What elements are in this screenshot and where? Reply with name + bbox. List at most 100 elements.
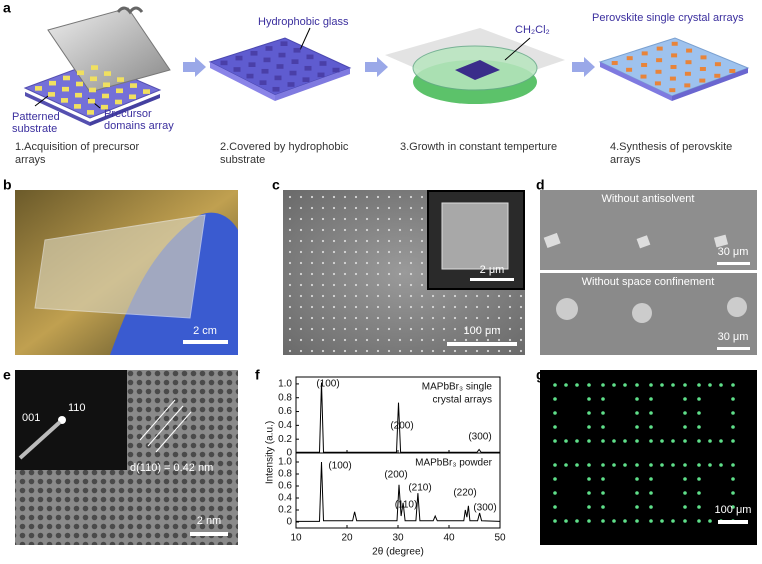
- crystal-dot: [486, 349, 490, 353]
- crystal-dot: [519, 349, 523, 353]
- fluorescent-dot: [601, 491, 605, 495]
- fluorescent-dot: [587, 425, 591, 429]
- crystal-dot: [486, 294, 490, 298]
- fluorescent-dot: [635, 425, 639, 429]
- crystal-dot: [475, 349, 479, 353]
- fluorescent-dot: [649, 425, 653, 429]
- crystal-dot: [288, 327, 292, 331]
- crystal: [556, 298, 578, 320]
- pointer: [34, 95, 49, 107]
- fluorescent-dot: [683, 491, 687, 495]
- fluorescent-dot: [649, 505, 653, 509]
- crystal-dot: [486, 327, 490, 331]
- crystal-dot: [376, 228, 380, 232]
- domain: [684, 71, 691, 76]
- y-tick-label: 0.4: [278, 493, 292, 504]
- panel-e: 001 110 d(110) = 0.42 nm 2 nm: [15, 370, 238, 545]
- domain: [117, 77, 124, 82]
- crystal-dot: [420, 228, 424, 232]
- crystal-dot: [343, 206, 347, 210]
- crystal-dot: [376, 239, 380, 243]
- crystal-dot: [376, 206, 380, 210]
- fluorescent-dot: [660, 519, 664, 523]
- fluorescent-dot: [660, 439, 664, 443]
- crystal-dot: [321, 217, 325, 221]
- fluorescent-dot: [697, 383, 701, 387]
- fluorescent-dot: [635, 439, 639, 443]
- crystal-dot: [486, 316, 490, 320]
- domain: [102, 93, 109, 99]
- fluorescent-dot: [697, 463, 701, 467]
- crystal-dot: [321, 338, 325, 342]
- fluorescent-dot: [649, 491, 653, 495]
- crystal-dot: [299, 305, 303, 309]
- scale-bar-label: 2 μm: [480, 264, 505, 276]
- crystal-dot: [376, 305, 380, 309]
- crystal-dot: [365, 228, 369, 232]
- panel-label: e: [3, 367, 11, 383]
- domain: [729, 69, 736, 73]
- crystal-dot: [431, 349, 435, 353]
- domain: [671, 53, 678, 58]
- crystal-dot: [387, 316, 391, 320]
- crystal-dot: [420, 250, 424, 254]
- panel-d: Without antisolvent 30 μm Without space …: [540, 190, 757, 355]
- crystal-dot: [453, 316, 457, 320]
- inset: [15, 370, 127, 470]
- crystal-dot: [398, 195, 402, 199]
- fluorescent-dot: [553, 477, 557, 481]
- fluorescent-dot: [553, 519, 557, 523]
- fluorescent-dot: [635, 383, 639, 387]
- lattice-line: [139, 399, 176, 441]
- fluorescent-dot: [731, 477, 735, 481]
- crystal-dot: [299, 228, 303, 232]
- crystal-dot: [354, 228, 358, 232]
- fluorescent-dot: [601, 425, 605, 429]
- fluorescent-dot: [601, 519, 605, 523]
- crystal-dot: [321, 305, 325, 309]
- crystal-dot: [310, 305, 314, 309]
- fluorescent-dot: [575, 519, 579, 523]
- crystal-dot: [299, 283, 303, 287]
- x-tick-label: 50: [494, 533, 506, 544]
- crystal-dot: [398, 239, 402, 243]
- crystal-dot: [332, 239, 336, 243]
- fluorescent-dot: [587, 491, 591, 495]
- crystal-dot: [365, 250, 369, 254]
- crystal-dot: [321, 261, 325, 265]
- domain: [246, 73, 254, 79]
- fluorescent-dot: [697, 477, 701, 481]
- crystal-dot: [420, 239, 424, 243]
- fluorescent-dot: [683, 411, 687, 415]
- crystal-dot: [475, 338, 479, 342]
- crystal-dot: [310, 261, 314, 265]
- x-tick-label: 40: [443, 533, 455, 544]
- domain: [306, 54, 314, 60]
- fluorescent-dot: [731, 411, 735, 415]
- crystal-dot: [508, 316, 512, 320]
- domain: [641, 63, 648, 67]
- crystal-dot: [398, 294, 402, 298]
- crystal-dot: [288, 261, 292, 265]
- crystal-dot: [354, 272, 358, 276]
- crystal-dot: [332, 338, 336, 342]
- crystal-dot: [332, 206, 336, 210]
- crystal-dot: [420, 272, 424, 276]
- crystal-dot: [299, 250, 303, 254]
- fluorescent-dot: [697, 519, 701, 523]
- peak-label: (210): [408, 483, 431, 494]
- crystal-dot: [343, 272, 347, 276]
- fluorescent-dot: [601, 505, 605, 509]
- fluorescent-dot: [683, 383, 687, 387]
- crystal-dot: [376, 250, 380, 254]
- domain: [116, 88, 123, 94]
- crystal-dot: [431, 294, 435, 298]
- crystal-dot: [332, 294, 336, 298]
- crystal-dot: [288, 305, 292, 309]
- scale-bar-label: 2 cm: [193, 325, 217, 337]
- peak-label: (200): [390, 421, 413, 432]
- crystal-dot: [387, 239, 391, 243]
- crystal-dot: [354, 250, 358, 254]
- arrow: [365, 57, 388, 77]
- crystal-dot: [288, 338, 292, 342]
